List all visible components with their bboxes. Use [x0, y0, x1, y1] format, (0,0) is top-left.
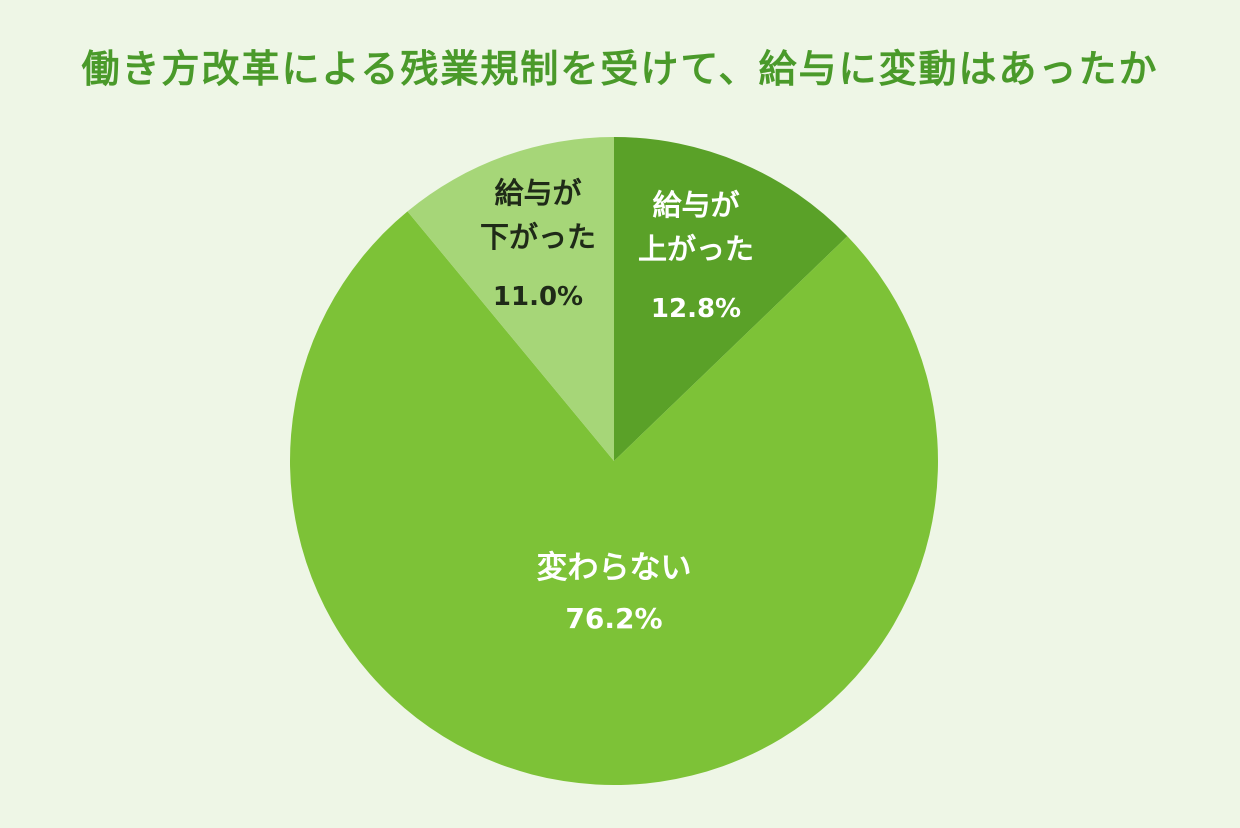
slice-1-value-label: 76.2% — [565, 602, 662, 635]
chart-title: 働き方改革による残業規制を受けて、給与に変動はあったか — [81, 47, 1159, 91]
pie-slices — [290, 137, 938, 786]
slice-2-label-line-0: 給与が — [494, 176, 581, 210]
slice-0-value-label: 12.8% — [651, 294, 741, 324]
slice-1-label-line-0: 変わらない — [537, 550, 692, 586]
slice-0-label-line-1: 上がった — [638, 232, 754, 266]
slice-2-value-label: 11.0% — [493, 282, 583, 312]
pie-slice-0 — [614, 137, 848, 461]
slice-0-label-line-0: 給与が — [652, 188, 739, 222]
pie-slice-2 — [407, 137, 614, 461]
slice-2-label-line-1: 下がった — [480, 220, 596, 254]
pie-slice-1 — [290, 211, 938, 786]
